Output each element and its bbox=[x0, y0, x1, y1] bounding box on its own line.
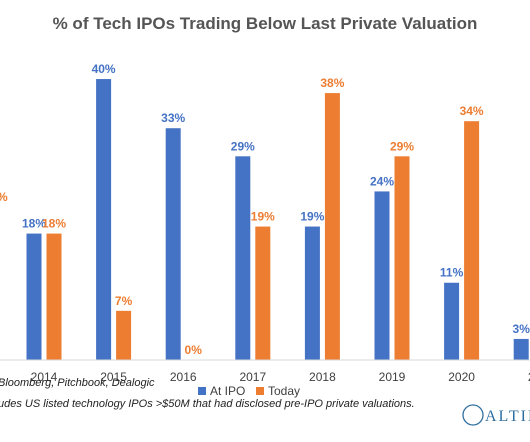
bar-at-ipo-2016 bbox=[165, 128, 181, 360]
data-label-at-ipo-2020: 11% bbox=[440, 266, 464, 280]
data-label-today-2020: 34% bbox=[460, 104, 484, 118]
chart-title: % of Tech IPOs Trading Below Last Privat… bbox=[53, 14, 478, 33]
data-label-at-ipo-2014: 18% bbox=[22, 217, 46, 231]
bar-today-2019 bbox=[394, 156, 410, 360]
data-label-at-ipo-2015: 40% bbox=[92, 62, 116, 76]
data-label-at-ipo-2019: 24% bbox=[370, 174, 394, 188]
x-tick-2018: 2018 bbox=[309, 370, 336, 384]
bar-today-2015 bbox=[116, 310, 132, 360]
x-tick-2020: 2020 bbox=[448, 370, 475, 384]
bar-at-ipo-2 bbox=[513, 338, 529, 360]
legend-swatch-at-ipo bbox=[198, 387, 206, 395]
data-label-today-2019: 29% bbox=[390, 139, 414, 153]
bar-today-2020 bbox=[464, 121, 480, 360]
x-tick-2: 2 bbox=[528, 370, 530, 384]
logo: ALTIME bbox=[462, 404, 530, 426]
data-label-today-2015: 7% bbox=[115, 294, 133, 308]
plot-area: 18%18% 2014 40% 7% 2015 33% 0% 2016 29% 19% 2017 19… bbox=[22, 62, 530, 384]
bar-at-ipo-2018 bbox=[304, 226, 320, 360]
bar-at-ipo-2019 bbox=[374, 191, 390, 360]
x-tick-2017: 2017 bbox=[239, 370, 266, 384]
bar-at-ipo-2020 bbox=[444, 282, 460, 360]
bar-at-ipo-2017 bbox=[235, 156, 251, 360]
data-label-today-2018: 38% bbox=[320, 76, 344, 90]
bar-today-2017 bbox=[255, 226, 271, 360]
edge-data-label: % bbox=[0, 190, 8, 204]
data-label-at-ipo-2018: 19% bbox=[300, 210, 324, 224]
logo-text: ALTIME bbox=[485, 408, 530, 425]
logo-mark-icon bbox=[462, 404, 484, 426]
x-tick-2019: 2019 bbox=[379, 370, 406, 384]
footnote: udes US listed technology IPOs >$50M tha… bbox=[0, 398, 415, 410]
data-label-today-2014: 18% bbox=[42, 217, 66, 231]
x-tick-2016: 2016 bbox=[170, 370, 197, 384]
data-label-today-2016: 0% bbox=[185, 343, 203, 357]
data-label-at-ipo-2016: 33% bbox=[161, 111, 185, 125]
x-tick-2014: 2014 bbox=[31, 370, 58, 384]
legend-label-today: Today bbox=[268, 384, 300, 398]
bar-today-2014 bbox=[46, 233, 62, 360]
legend-label-at-ipo: At IPO bbox=[210, 384, 245, 398]
data-label-at-ipo-2017: 29% bbox=[231, 139, 255, 153]
bar-today-2018 bbox=[324, 93, 340, 360]
x-tick-2015: 2015 bbox=[100, 370, 127, 384]
bar-at-ipo-2015 bbox=[96, 79, 112, 361]
data-label-at-ipo-2: 3% bbox=[513, 322, 530, 336]
legend: At IPO Today bbox=[198, 384, 300, 398]
bar-at-ipo-2014 bbox=[26, 233, 42, 360]
source-note: Bloomberg, Pitchbook, Dealogic bbox=[0, 377, 155, 389]
data-label-today-2017: 19% bbox=[251, 210, 275, 224]
legend-swatch-today bbox=[256, 387, 264, 395]
